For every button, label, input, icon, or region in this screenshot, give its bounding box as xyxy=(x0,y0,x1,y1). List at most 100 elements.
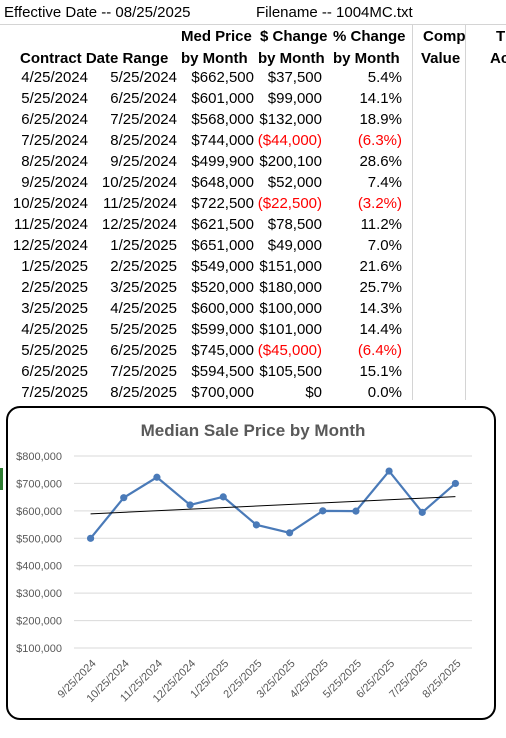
cell-price[interactable]: $600,000 xyxy=(191,300,254,317)
cell-end[interactable]: 1/25/2025 xyxy=(110,237,177,254)
cell-start[interactable]: 4/25/2024 xyxy=(21,69,88,86)
cell-change[interactable]: $78,500 xyxy=(267,216,322,233)
cell-pct[interactable]: 21.6% xyxy=(359,258,402,275)
cell-price[interactable]: $549,000 xyxy=(191,258,254,275)
cell-start[interactable]: 9/25/2024 xyxy=(21,174,88,191)
cell-start[interactable]: 10/25/2024 xyxy=(12,195,88,212)
cell-price[interactable]: $499,900 xyxy=(191,153,254,170)
cell-pct[interactable]: 7.0% xyxy=(367,237,402,254)
cell-change[interactable]: $37,500 xyxy=(267,69,322,86)
cell-price[interactable]: $662,500 xyxy=(191,69,254,86)
cell-start[interactable]: 8/25/2024 xyxy=(21,153,88,170)
table-row: 3/25/2025 4/25/2025 $600,000 $100,000 14.3% xyxy=(0,298,506,319)
cell-price[interactable]: $651,000 xyxy=(191,237,254,254)
cell-end[interactable]: 9/25/2024 xyxy=(110,153,177,170)
cell-change[interactable]: $52,000 xyxy=(267,174,322,191)
cell-end[interactable]: 5/25/2025 xyxy=(110,321,177,338)
cell-change[interactable]: $101,000 xyxy=(259,321,322,338)
cell-price[interactable]: $745,000 xyxy=(191,342,254,359)
cell-start[interactable]: 6/25/2025 xyxy=(21,363,88,380)
row-marker xyxy=(0,468,3,490)
cell-change[interactable]: $105,500 xyxy=(259,363,322,380)
cell-change[interactable]: $49,000 xyxy=(267,237,322,254)
cell-start[interactable]: 5/25/2024 xyxy=(21,90,88,107)
cell-start[interactable]: 7/25/2025 xyxy=(21,384,88,401)
effective-date-cell[interactable]: Effective Date -- 08/25/2025 xyxy=(4,4,191,21)
cell-pct[interactable]: 11.2% xyxy=(360,216,402,233)
cell-pct[interactable]: 14.1% xyxy=(359,90,402,107)
table-row: 10/25/2024 11/25/2024 $722,500 ($22,500) (3.… xyxy=(0,193,506,214)
cell-change[interactable]: $100,000 xyxy=(259,300,322,317)
col-comp-line2[interactable]: Value xyxy=(421,50,461,67)
cell-price[interactable]: $520,000 xyxy=(191,279,254,296)
cell-price[interactable]: $744,000 xyxy=(191,132,254,149)
cell-end[interactable]: 3/25/2025 xyxy=(110,279,177,296)
cell-end[interactable]: 12/25/2024 xyxy=(101,216,177,233)
filename-cell[interactable]: Filename -- 1004MC.txt xyxy=(256,4,413,21)
cell-pct[interactable]: (6.4%) xyxy=(357,342,402,359)
cell-start[interactable]: 4/25/2025 xyxy=(21,321,88,338)
cell-start[interactable]: 1/25/2025 xyxy=(21,258,88,275)
cell-price[interactable]: $700,000 xyxy=(191,384,254,401)
cell-end[interactable]: 7/25/2024 xyxy=(110,111,177,128)
cell-end[interactable]: 6/25/2025 xyxy=(110,342,177,359)
cell-end[interactable]: 2/25/2025 xyxy=(110,258,177,275)
cell-pct[interactable]: 7.4% xyxy=(367,174,402,191)
cell-end[interactable]: 6/25/2024 xyxy=(110,90,177,107)
cell-start[interactable]: 11/25/2024 xyxy=(14,216,88,233)
cell-price[interactable]: $722,500 xyxy=(191,195,254,212)
cell-change[interactable]: $0 xyxy=(305,384,322,401)
cell-end[interactable]: 8/25/2025 xyxy=(110,384,177,401)
cell-price[interactable]: $568,000 xyxy=(191,111,254,128)
cell-pct[interactable]: 15.1% xyxy=(359,363,402,380)
cell-price[interactable]: $648,000 xyxy=(191,174,254,191)
cell-pct[interactable]: 5.4% xyxy=(367,69,402,86)
cell-start[interactable]: 6/25/2024 xyxy=(21,111,88,128)
cell-change[interactable]: ($45,000) xyxy=(257,342,322,359)
table-row: 4/25/2024 5/25/2024 $662,500 $37,500 5.4% xyxy=(0,67,506,88)
cell-price[interactable]: $594,500 xyxy=(191,363,254,380)
col-dollar-change-line2[interactable]: by Month xyxy=(258,50,325,67)
cell-change[interactable]: $180,000 xyxy=(259,279,322,296)
cell-price[interactable]: $599,000 xyxy=(191,321,254,338)
col-med-price-line2[interactable]: by Month xyxy=(181,50,248,67)
cell-pct[interactable]: 14.4% xyxy=(359,321,402,338)
cell-start[interactable]: 12/25/2024 xyxy=(12,237,88,254)
cell-start[interactable]: 7/25/2024 xyxy=(21,132,88,149)
cell-start[interactable]: 2/25/2025 xyxy=(21,279,88,296)
cell-change[interactable]: $132,000 xyxy=(259,111,322,128)
col-cutoff-line2[interactable]: Ac xyxy=(490,50,506,67)
cell-price[interactable]: $601,000 xyxy=(191,90,254,107)
cell-price[interactable]: $621,500 xyxy=(191,216,254,233)
cell-pct[interactable]: 18.9% xyxy=(359,111,402,128)
cell-end[interactable]: 8/25/2024 xyxy=(110,132,177,149)
col-cutoff-line1[interactable]: T xyxy=(496,28,506,45)
cell-change[interactable]: ($22,500) xyxy=(257,195,322,212)
cell-start[interactable]: 3/25/2025 xyxy=(21,300,88,317)
col-dollar-change-line1[interactable]: $ Change xyxy=(260,28,328,45)
cell-pct[interactable]: 0.0% xyxy=(367,384,402,401)
col-pct-change-line1[interactable]: % Change xyxy=(333,28,406,45)
cell-change[interactable]: $151,000 xyxy=(259,258,322,275)
cell-start[interactable]: 5/25/2025 xyxy=(21,342,88,359)
col-comp-line1[interactable]: Comp xyxy=(423,28,466,45)
cell-pct[interactable]: (3.2%) xyxy=(357,195,402,212)
cell-change[interactable]: $200,100 xyxy=(259,153,322,170)
cell-pct[interactable]: 25.7% xyxy=(359,279,402,296)
cell-end[interactable]: 10/25/2024 xyxy=(101,174,177,191)
cell-change[interactable]: $99,000 xyxy=(267,90,322,107)
cell-end[interactable]: 5/25/2024 xyxy=(110,69,177,86)
header-divider xyxy=(0,24,506,25)
col-pct-change-line2[interactable]: by Month xyxy=(333,50,400,67)
cell-pct[interactable]: (6.3%) xyxy=(357,132,402,149)
col-med-price-line1[interactable]: Med Price xyxy=(181,28,252,45)
cell-end[interactable]: 7/25/2025 xyxy=(110,363,177,380)
cell-end[interactable]: 4/25/2025 xyxy=(110,300,177,317)
chart-title[interactable]: Median Sale Price by Month xyxy=(140,421,366,440)
col-contract-date-range[interactable]: Contract Date Range xyxy=(20,50,169,67)
cell-end[interactable]: 11/25/2024 xyxy=(103,195,177,212)
cell-pct[interactable]: 14.3% xyxy=(359,300,402,317)
chart-area[interactable] xyxy=(6,406,496,720)
cell-pct[interactable]: 28.6% xyxy=(359,153,402,170)
cell-change[interactable]: ($44,000) xyxy=(257,132,322,149)
